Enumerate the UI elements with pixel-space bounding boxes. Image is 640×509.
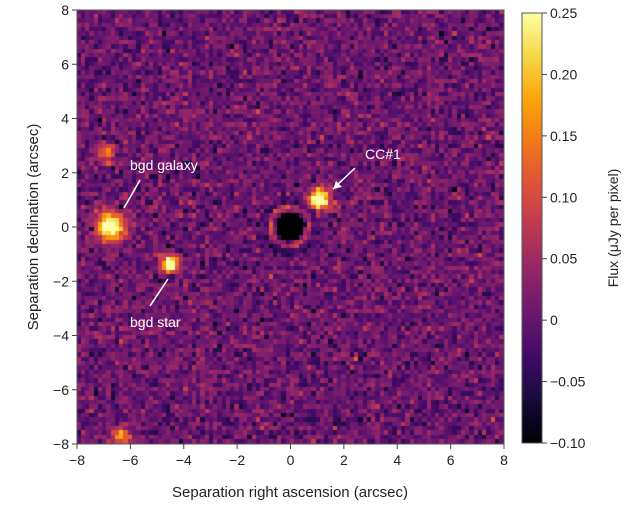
annotation-line [149,278,169,307]
x-tick-label: 4 [393,452,401,468]
annotation-label: CC#1 [365,146,401,162]
arrowhead-icon [333,181,342,189]
y-tick-label: −8 [53,436,69,452]
colorbar-tick-label: −0.10 [550,435,586,451]
annotation-line [123,179,141,209]
y-tick-label: −4 [53,328,69,344]
colorbar-tick-label: 0.20 [550,66,577,82]
y-tick-label: 6 [61,56,69,72]
y-axis-label: Separation declination (arcsec) [25,124,42,331]
x-tick-label: 8 [500,452,508,468]
annotation-label: bgd star [130,314,181,330]
x-tick-label: −2 [229,452,245,468]
x-axis-label: Separation right ascension (arcsec) [172,484,408,501]
x-tick-label: −4 [176,452,192,468]
x-tick-label: −8 [69,452,85,468]
y-tick-label: −2 [53,273,69,289]
y-tick-label: 2 [61,165,69,181]
x-tick-label: −6 [122,452,138,468]
colorbar-label: Flux (μJy per pixel) [605,169,621,288]
y-tick-label: 0 [61,219,69,235]
colorbar-tick-label: 0 [550,312,558,328]
colorbar-tick-label: 0.05 [550,251,577,267]
colorbar-tick-label: 0.15 [550,128,577,144]
masked-star [279,216,302,238]
colorbar [521,12,543,444]
colorbar-tick-label: 0.25 [550,5,577,21]
annotation-label: bgd galaxy [130,157,198,173]
x-tick-label: 6 [447,452,455,468]
colorbar-tick-label: −0.05 [550,374,586,390]
y-tick-label: 8 [61,2,69,18]
colorbar-tick-label: 0.10 [550,189,577,205]
x-tick-label: 0 [287,452,295,468]
y-tick-label: 4 [61,111,69,127]
y-tick-label: −6 [53,382,69,398]
x-tick-label: 2 [340,452,348,468]
